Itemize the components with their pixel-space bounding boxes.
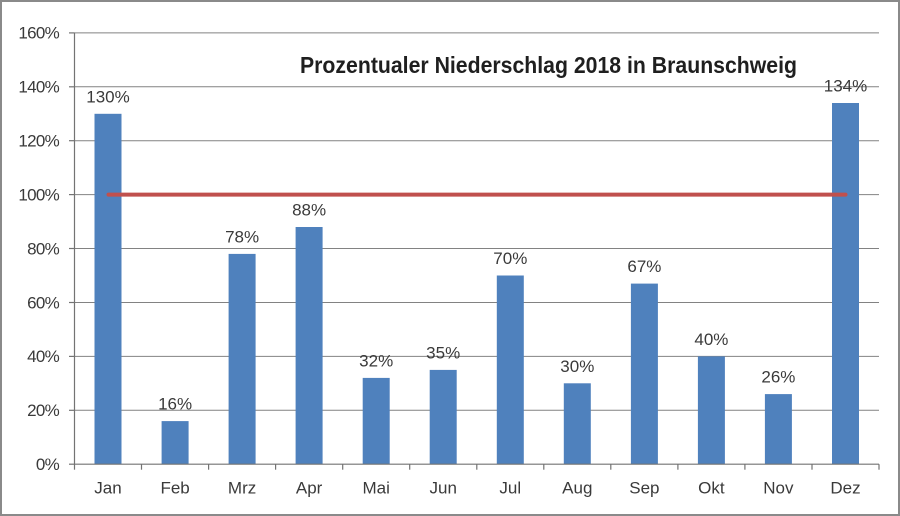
svg-text:Prozentualer Niederschlag 2018: Prozentualer Niederschlag 2018 in Brauns… [300, 52, 797, 78]
svg-text:160%: 160% [18, 24, 59, 43]
svg-text:0%: 0% [36, 455, 60, 474]
svg-text:Jun: Jun [429, 479, 456, 498]
svg-text:140%: 140% [18, 78, 59, 97]
svg-text:16%: 16% [158, 395, 192, 414]
svg-text:40%: 40% [694, 330, 728, 349]
svg-text:Jul: Jul [499, 479, 521, 498]
svg-text:Dez: Dez [830, 479, 860, 498]
svg-text:78%: 78% [225, 227, 259, 246]
svg-text:26%: 26% [761, 368, 795, 387]
svg-text:20%: 20% [27, 401, 60, 420]
svg-text:Aug: Aug [562, 479, 592, 498]
svg-text:70%: 70% [493, 249, 527, 268]
svg-text:32%: 32% [359, 351, 393, 370]
svg-text:Mrz: Mrz [228, 479, 256, 498]
svg-text:Jan: Jan [94, 479, 121, 498]
svg-text:30%: 30% [560, 357, 594, 376]
svg-text:Feb: Feb [160, 479, 189, 498]
svg-text:67%: 67% [627, 257, 661, 276]
svg-text:120%: 120% [18, 132, 59, 151]
svg-text:Okt: Okt [698, 479, 725, 498]
svg-text:134%: 134% [824, 77, 867, 96]
svg-text:88%: 88% [292, 201, 326, 220]
svg-text:130%: 130% [86, 87, 129, 106]
svg-text:35%: 35% [426, 343, 460, 362]
svg-text:80%: 80% [27, 239, 60, 258]
svg-text:Nov: Nov [763, 479, 794, 498]
svg-text:100%: 100% [18, 185, 59, 204]
svg-text:40%: 40% [27, 347, 60, 366]
svg-text:Mai: Mai [362, 479, 389, 498]
svg-text:Apr: Apr [296, 479, 323, 498]
svg-text:Sep: Sep [629, 479, 659, 498]
svg-text:60%: 60% [27, 293, 60, 312]
